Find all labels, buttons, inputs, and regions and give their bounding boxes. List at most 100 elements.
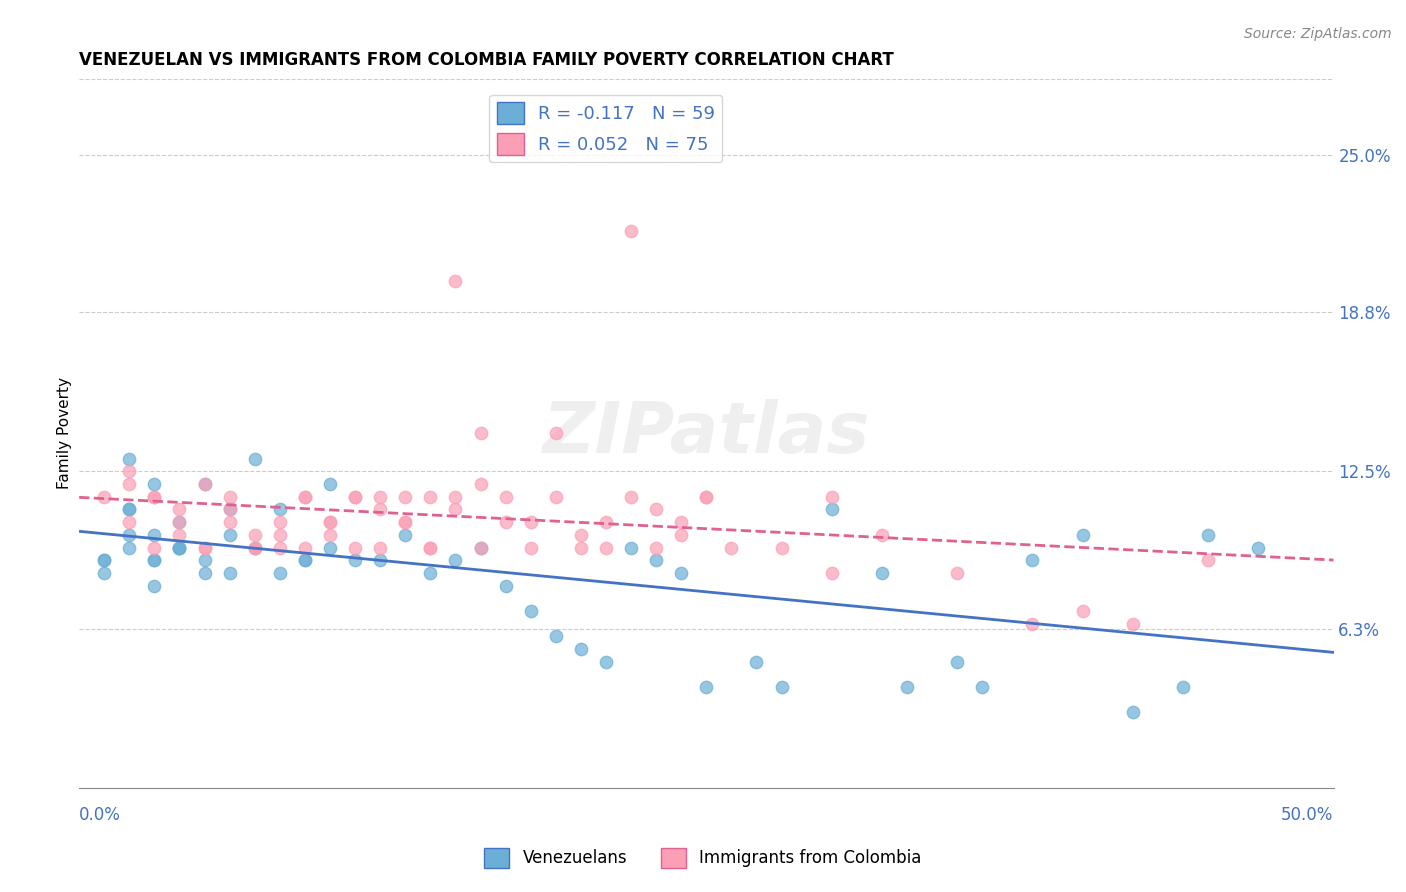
Point xyxy=(394,528,416,542)
Point xyxy=(169,528,191,542)
Point xyxy=(519,541,541,555)
Point xyxy=(595,655,617,669)
Point xyxy=(519,515,541,529)
Point xyxy=(368,541,391,555)
Point xyxy=(218,566,240,580)
Point xyxy=(671,515,693,529)
Point xyxy=(620,224,643,238)
Point xyxy=(118,465,141,479)
Point xyxy=(269,502,291,516)
Point xyxy=(444,502,467,516)
Point xyxy=(444,553,467,567)
Point xyxy=(821,502,844,516)
Point xyxy=(344,490,367,504)
Point xyxy=(470,477,492,491)
Point xyxy=(394,490,416,504)
Point xyxy=(419,490,441,504)
Text: 0.0%: 0.0% xyxy=(79,806,121,824)
Point xyxy=(544,490,567,504)
Text: VENEZUELAN VS IMMIGRANTS FROM COLOMBIA FAMILY POVERTY CORRELATION CHART: VENEZUELAN VS IMMIGRANTS FROM COLOMBIA F… xyxy=(79,51,894,69)
Point xyxy=(946,566,969,580)
Point xyxy=(671,528,693,542)
Point xyxy=(695,490,717,504)
Point xyxy=(1021,616,1043,631)
Point xyxy=(269,515,291,529)
Point xyxy=(218,502,240,516)
Text: ZIPatlas: ZIPatlas xyxy=(543,399,870,468)
Point xyxy=(193,477,215,491)
Point xyxy=(645,541,668,555)
Point xyxy=(444,490,467,504)
Point xyxy=(243,541,266,555)
Point xyxy=(294,553,316,567)
Point xyxy=(319,515,342,529)
Point xyxy=(695,490,717,504)
Point xyxy=(169,515,191,529)
Point xyxy=(394,515,416,529)
Point xyxy=(1247,541,1270,555)
Point xyxy=(269,566,291,580)
Point xyxy=(294,490,316,504)
Point xyxy=(595,541,617,555)
Point xyxy=(118,477,141,491)
Point xyxy=(544,629,567,643)
Text: 50.0%: 50.0% xyxy=(1281,806,1333,824)
Point xyxy=(169,515,191,529)
Point xyxy=(218,515,240,529)
Point xyxy=(470,541,492,555)
Point xyxy=(93,566,115,580)
Point xyxy=(368,553,391,567)
Point xyxy=(1122,706,1144,720)
Point xyxy=(1197,553,1219,567)
Point xyxy=(294,553,316,567)
Point xyxy=(118,502,141,516)
Point xyxy=(821,566,844,580)
Point xyxy=(193,541,215,555)
Text: Source: ZipAtlas.com: Source: ZipAtlas.com xyxy=(1244,27,1392,41)
Point xyxy=(1171,680,1194,694)
Point xyxy=(93,553,115,567)
Point xyxy=(569,528,592,542)
Point xyxy=(143,490,166,504)
Point xyxy=(218,528,240,542)
Point xyxy=(770,680,793,694)
Point xyxy=(595,515,617,529)
Point xyxy=(645,553,668,567)
Point xyxy=(745,655,768,669)
Point xyxy=(419,541,441,555)
Point xyxy=(243,451,266,466)
Point xyxy=(821,490,844,504)
Point xyxy=(470,426,492,441)
Point xyxy=(344,541,367,555)
Point xyxy=(419,566,441,580)
Point xyxy=(143,553,166,567)
Point xyxy=(269,528,291,542)
Point xyxy=(243,541,266,555)
Point xyxy=(118,451,141,466)
Point xyxy=(118,541,141,555)
Point xyxy=(143,490,166,504)
Point xyxy=(394,515,416,529)
Point xyxy=(143,477,166,491)
Point xyxy=(93,490,115,504)
Point xyxy=(319,477,342,491)
Point xyxy=(193,566,215,580)
Point xyxy=(720,541,742,555)
Point xyxy=(143,528,166,542)
Point xyxy=(1071,604,1094,618)
Point xyxy=(193,541,215,555)
Point xyxy=(544,426,567,441)
Point xyxy=(671,566,693,580)
Point xyxy=(946,655,969,669)
Point xyxy=(620,541,643,555)
Point xyxy=(143,553,166,567)
Point xyxy=(770,541,793,555)
Y-axis label: Family Poverty: Family Poverty xyxy=(58,377,72,490)
Point xyxy=(294,490,316,504)
Point xyxy=(143,541,166,555)
Legend: Venezuelans, Immigrants from Colombia: Venezuelans, Immigrants from Colombia xyxy=(478,841,928,875)
Point xyxy=(218,502,240,516)
Point xyxy=(972,680,994,694)
Point xyxy=(1197,528,1219,542)
Point xyxy=(368,490,391,504)
